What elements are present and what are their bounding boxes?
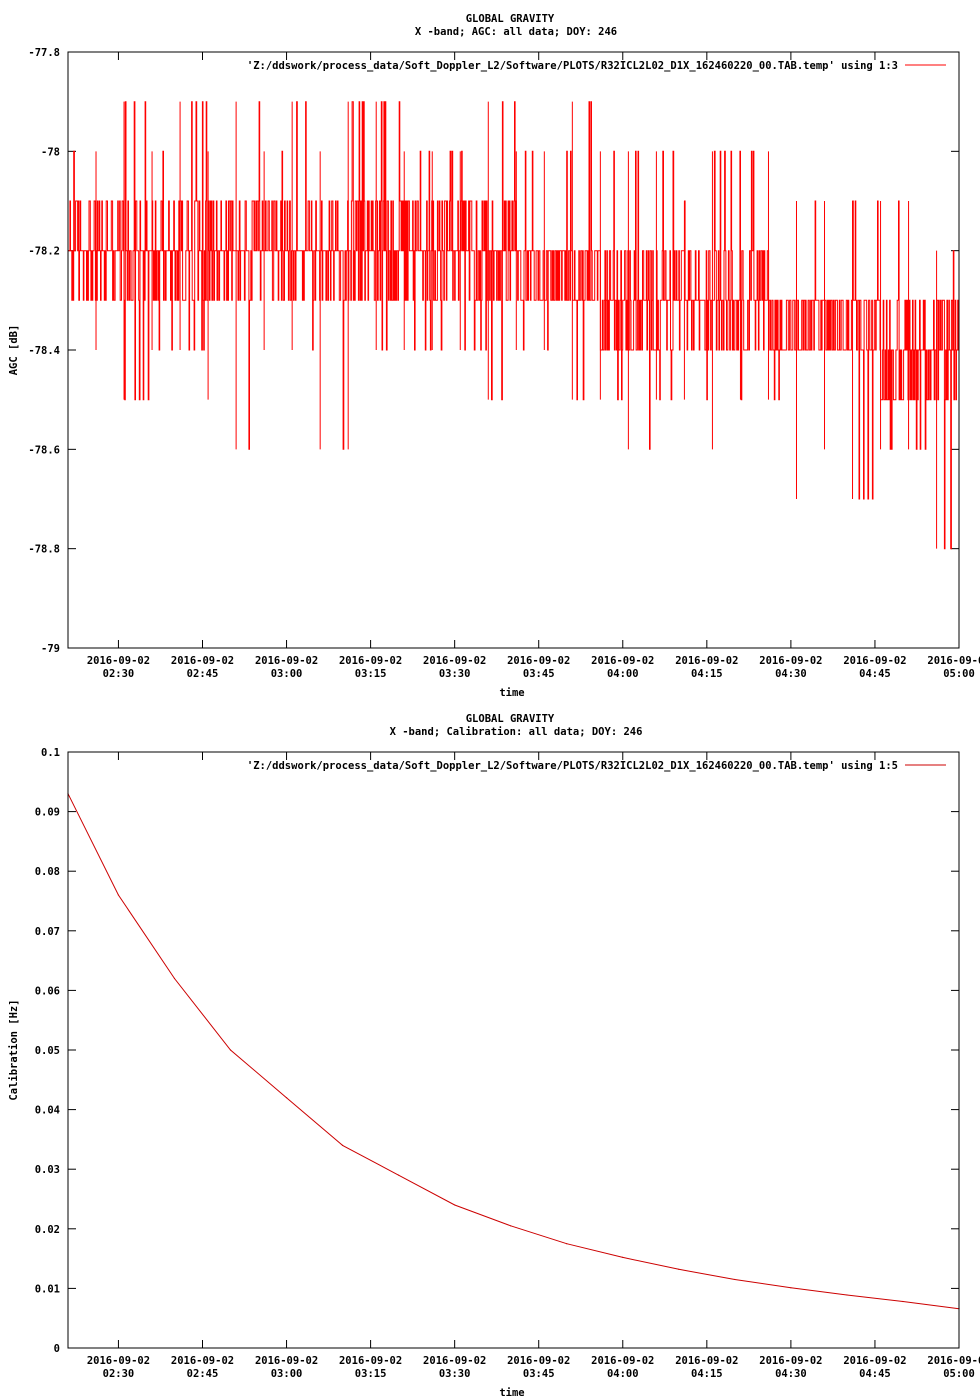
data-point xyxy=(790,1287,792,1289)
x-tick-time: 05:00 xyxy=(943,668,975,680)
x-tick-time: 03:00 xyxy=(271,668,303,680)
x-tick-date: 2016-09-02 xyxy=(171,1355,234,1367)
x-tick-date: 2016-09-02 xyxy=(87,1355,150,1367)
chart-subtitle: X -band; AGC: all data; DOY: 246 xyxy=(415,26,617,38)
x-tick-time: 02:30 xyxy=(103,668,135,680)
x-tick-date: 2016-09-02 xyxy=(507,655,570,667)
data-point xyxy=(566,1243,568,1245)
data-point xyxy=(846,1294,848,1296)
x-tick-date: 2016-09-02 xyxy=(423,1355,486,1367)
y-tick-label: 0.05 xyxy=(35,1045,60,1057)
x-tick-date: 2016-09-02 xyxy=(87,655,150,667)
x-tick-time: 02:30 xyxy=(103,1368,135,1380)
x-tick-time: 04:45 xyxy=(859,668,891,680)
chart-subtitle: X -band; Calibration: all data; DOY: 246 xyxy=(390,726,643,738)
y-tick-label: -79 xyxy=(41,643,60,655)
x-tick-time: 02:45 xyxy=(187,668,219,680)
x-tick-date: 2016-09-02 xyxy=(255,1355,318,1367)
agc-chart: GLOBAL GRAVITY X -band; AGC: all data; D… xyxy=(8,13,980,699)
x-tick-date: 2016-09-02 xyxy=(507,1355,570,1367)
data-point xyxy=(454,1204,456,1206)
y-axis-label: Calibration [Hz] xyxy=(8,999,20,1100)
y-tick-label: 0 xyxy=(54,1343,60,1355)
x-tick-date: 2016-09-02 xyxy=(675,655,738,667)
data-point xyxy=(117,894,120,896)
x-tick-time: 05:00 xyxy=(943,1368,975,1380)
x-axis-label: time xyxy=(499,1387,524,1399)
x-tick-date: 2016-09-02 xyxy=(339,1355,402,1367)
plot-border xyxy=(67,51,960,649)
series-line xyxy=(67,793,960,1310)
chart-title: GLOBAL GRAVITY xyxy=(466,13,555,25)
data-point xyxy=(510,1225,512,1227)
x-tick-time: 04:45 xyxy=(859,1368,891,1380)
x-tick-time: 03:00 xyxy=(271,1368,303,1380)
x-tick-date: 2016-09-02 xyxy=(759,655,822,667)
x-tick-time: 04:00 xyxy=(607,668,639,680)
data-point xyxy=(622,1256,624,1259)
x-tick-date: 2016-09-02 xyxy=(927,655,980,667)
x-tick-time: 04:15 xyxy=(691,668,723,680)
data-point xyxy=(734,1278,736,1281)
y-axis-label: AGC [dB] xyxy=(8,325,20,376)
x-tick-date: 2016-09-02 xyxy=(339,655,402,667)
x-tick-time: 03:30 xyxy=(439,668,471,680)
y-tick-label: -78 xyxy=(41,146,60,158)
x-tick-date: 2016-09-02 xyxy=(843,1355,906,1367)
y-tick-label: 0.01 xyxy=(35,1283,60,1295)
x-tick-date: 2016-09-02 xyxy=(759,1355,822,1367)
legend-label: 'Z:/ddswork/process_data/Soft_Doppler_L2… xyxy=(247,760,898,772)
y-tick-label: -78.4 xyxy=(28,345,60,357)
y-tick-label: 0.04 xyxy=(35,1105,60,1117)
y-tick-label: 0.08 xyxy=(35,866,60,878)
x-tick-time: 03:15 xyxy=(355,1368,387,1380)
x-tick-time: 04:15 xyxy=(691,1368,723,1380)
data-point xyxy=(173,977,176,980)
x-tick-date: 2016-09-02 xyxy=(927,1355,980,1367)
data-point xyxy=(285,1097,288,1099)
x-tick-date: 2016-09-02 xyxy=(423,655,486,667)
y-tick-label: 0.02 xyxy=(35,1224,60,1236)
calibration-chart: GLOBAL GRAVITY X -band; Calibration: all… xyxy=(8,713,980,1399)
data-point xyxy=(902,1300,904,1303)
x-tick-time: 04:30 xyxy=(775,1368,807,1380)
y-tick-label: -77.8 xyxy=(28,47,60,59)
y-tick-label: 0.07 xyxy=(35,926,60,938)
x-tick-date: 2016-09-02 xyxy=(171,655,234,667)
x-tick-time: 03:45 xyxy=(523,1368,555,1380)
y-tick-label: -78.2 xyxy=(28,246,60,258)
data-point xyxy=(229,1049,232,1051)
data-point xyxy=(398,1174,400,1176)
y-tick-label: -78.8 xyxy=(28,544,60,556)
x-tick-time: 04:00 xyxy=(607,1368,639,1380)
x-tick-date: 2016-09-02 xyxy=(591,1355,654,1367)
y-tick-label: 0.1 xyxy=(41,747,60,759)
x-tick-date: 2016-09-02 xyxy=(843,655,906,667)
x-axis-label: time xyxy=(499,687,524,699)
data-point xyxy=(341,1144,344,1146)
x-tick-date: 2016-09-02 xyxy=(591,655,654,667)
plot-border xyxy=(67,751,960,1349)
x-tick-date: 2016-09-02 xyxy=(675,1355,738,1367)
y-tick-label: 0.06 xyxy=(35,985,60,997)
y-tick-label: 0.03 xyxy=(35,1164,60,1176)
chart-title: GLOBAL GRAVITY xyxy=(466,713,555,725)
y-tick-label: -78.6 xyxy=(28,444,60,456)
x-tick-date: 2016-09-02 xyxy=(255,655,318,667)
x-tick-time: 02:45 xyxy=(187,1368,219,1380)
y-tick-label: 0.09 xyxy=(35,807,60,819)
x-tick-time: 03:30 xyxy=(439,1368,471,1380)
x-tick-time: 03:45 xyxy=(523,668,555,680)
legend-label: 'Z:/ddswork/process_data/Soft_Doppler_L2… xyxy=(247,60,898,72)
x-tick-time: 04:30 xyxy=(775,668,807,680)
x-tick-time: 03:15 xyxy=(355,668,387,680)
series-line xyxy=(68,101,960,550)
data-point xyxy=(678,1268,680,1270)
